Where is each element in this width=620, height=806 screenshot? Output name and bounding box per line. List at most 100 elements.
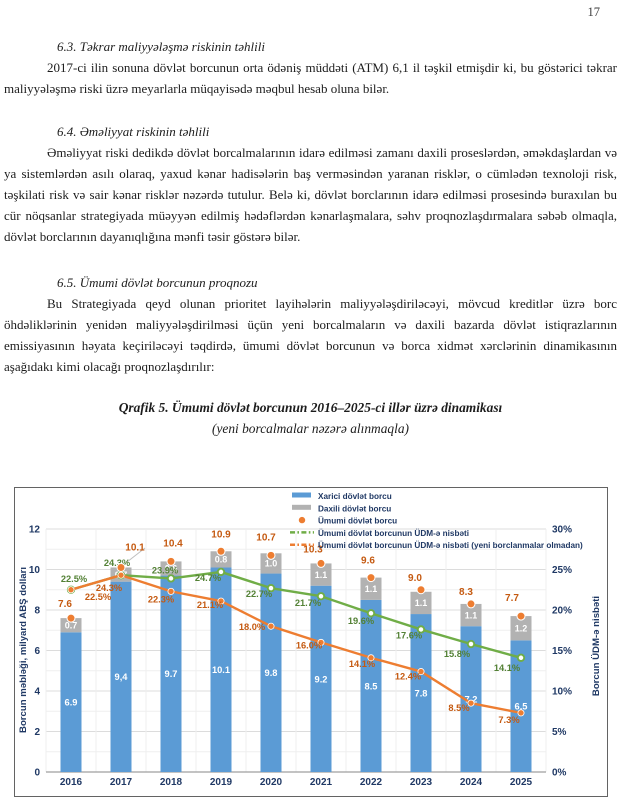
svg-text:21.7%: 21.7% — [295, 598, 322, 608]
svg-text:0: 0 — [34, 768, 40, 779]
section-heading: 6.5. Ümumi dövlət borcunun proqnozu — [57, 275, 258, 290]
section-heading: 6.3. Təkrar maliyyələşmə riskinin təhlil… — [57, 39, 265, 54]
svg-text:10%: 10% — [552, 687, 572, 698]
line-udm-ratio-no-new-borrowing: 22.5%24.3% 22.3% 21.1% 18.0% 16.0% 14.1% 12.4%… — [67, 571, 525, 725]
svg-text:22.7%: 22.7% — [246, 589, 273, 599]
svg-text:2: 2 — [34, 727, 40, 738]
svg-text:24.7%: 24.7% — [195, 573, 222, 583]
svg-text:1.1: 1.1 — [465, 610, 478, 620]
bar-xarici — [160, 575, 182, 772]
svg-text:8: 8 — [34, 606, 40, 617]
svg-text:0.7: 0.7 — [65, 620, 78, 630]
svg-text:8.5: 8.5 — [365, 681, 378, 691]
svg-text:22.5%: 22.5% — [85, 592, 112, 602]
section-body: Bu Strategiyada qeyd olunan prioritet la… — [4, 296, 617, 374]
svg-text:2023: 2023 — [410, 777, 433, 788]
section-6-5: 6.5. Ümumi dövlət borcunun proqnozu Bu S… — [4, 272, 617, 377]
total-debt-points: 7.6 10.1 10.4 10.9 10.7 10.3 9.6 9.0 8.3 7.7 — [58, 529, 526, 623]
svg-text:7.3%: 7.3% — [498, 715, 520, 725]
svg-text:1.1: 1.1 — [315, 570, 328, 580]
svg-text:4: 4 — [34, 687, 40, 698]
svg-text:9.7: 9.7 — [165, 669, 178, 679]
svg-text:1.1: 1.1 — [415, 598, 428, 608]
section-heading: 6.4. Əməliyyat riskinin təhlili — [57, 124, 210, 139]
debt-forecast-chart: 6.90.79,40.79.70.610.10.89.81.09.21.18.5… — [14, 487, 608, 797]
svg-text:0.8: 0.8 — [215, 555, 228, 565]
svg-text:22.3%: 22.3% — [148, 594, 175, 604]
svg-text:7.7: 7.7 — [505, 593, 519, 604]
svg-text:1.0: 1.0 — [265, 559, 278, 569]
svg-text:15%: 15% — [552, 646, 572, 657]
svg-text:7.2: 7.2 — [465, 695, 478, 705]
svg-text:9.2: 9.2 — [315, 674, 328, 684]
label-leaders — [126, 547, 146, 563]
section-body: 2017-ci ilin sonuna dövlət borcunun orta… — [4, 60, 617, 96]
document-body: 6.3. Təkrar maliyyələşmə riskinin təhlil… — [4, 36, 617, 487]
svg-text:2016: 2016 — [60, 777, 83, 788]
svg-text:10.1: 10.1 — [125, 542, 145, 553]
svg-text:2017: 2017 — [110, 777, 133, 788]
svg-text:25%: 25% — [552, 565, 572, 576]
bar-daxili — [460, 603, 482, 627]
svg-text:9.6: 9.6 — [361, 556, 375, 567]
svg-text:10.4: 10.4 — [163, 538, 183, 549]
debt-forecast-chart-canvas: 6.90.79,40.79.70.610.10.89.81.09.21.18.5… — [18, 492, 602, 788]
bar-daxili — [210, 551, 232, 568]
svg-text:Xarici dövlət borcu: Xarici dövlət borcu — [318, 492, 392, 501]
svg-text:1.1: 1.1 — [365, 584, 378, 594]
bar-xarici — [510, 640, 532, 772]
legend: Xarici dövlət borcu Daxili dövlət borcu Üm… — [290, 492, 583, 550]
section-body: Əməliyyat riski dedikdə dövlət borcalmal… — [4, 145, 617, 244]
svg-text:20%: 20% — [552, 606, 572, 617]
svg-text:Daxili dövlət borcu: Daxili dövlət borcu — [318, 504, 391, 513]
bar-xarici — [60, 632, 82, 772]
bar-daxili — [360, 577, 382, 600]
bar-xarici — [310, 585, 332, 772]
svg-text:Ümumi dövlət borcu: Ümumi dövlət borcu — [318, 516, 397, 526]
svg-text:10.1: 10.1 — [212, 665, 230, 675]
svg-text:10.9: 10.9 — [211, 529, 231, 540]
svg-text:24.3%: 24.3% — [104, 558, 131, 568]
svg-text:16.0%: 16.0% — [296, 640, 323, 650]
svg-text:2020: 2020 — [260, 777, 283, 788]
svg-text:2021: 2021 — [310, 777, 333, 788]
section-6-4: 6.4. Əməliyyat riskinin təhlili Əməliyya… — [4, 121, 617, 247]
svg-text:Ümumi dövlət borcunun ÜDM-ə ni: Ümumi dövlət borcunun ÜDM-ə nisbəti — [318, 528, 469, 538]
svg-text:6.9: 6.9 — [65, 698, 78, 708]
svg-text:9.8: 9.8 — [265, 668, 278, 678]
svg-text:24.3%: 24.3% — [96, 583, 123, 593]
svg-text:Ümumi dövlət borcunun ÜDM-ə ni: Ümumi dövlət borcunun ÜDM-ə nisbəti (yen… — [318, 540, 583, 550]
chart-caption-subtitle: (yeni borcalmalar nəzərə alınmaqla) — [212, 421, 409, 436]
svg-text:14.1%: 14.1% — [494, 663, 521, 673]
svg-text:7.8: 7.8 — [415, 688, 428, 698]
bar-daxili — [310, 563, 332, 586]
svg-text:18.0%: 18.0% — [239, 622, 266, 632]
bar-xarici — [460, 626, 482, 772]
chart-caption-title: Qrafik 5. Ümumi dövlət borcunun 2016–202… — [118, 400, 503, 415]
svg-text:22.5%: 22.5% — [61, 574, 88, 584]
bar-xarici — [110, 581, 132, 772]
svg-text:2025: 2025 — [510, 777, 533, 788]
svg-text:5%: 5% — [552, 727, 567, 738]
left-axis: 0 2 4 6 8 10 12 Borcun məbləği, milyard ABŞ dol… — [18, 525, 40, 779]
svg-text:2022: 2022 — [360, 777, 383, 788]
svg-text:2024: 2024 — [460, 777, 483, 788]
svg-text:14.1%: 14.1% — [349, 659, 376, 669]
svg-text:9.0: 9.0 — [408, 573, 422, 584]
bars: 6.90.79,40.79.70.610.10.89.81.09.21.18.5… — [60, 551, 532, 772]
bar-daxili — [60, 618, 82, 633]
svg-text:2018: 2018 — [160, 777, 183, 788]
section-6-3: 6.3. Təkrar maliyyələşmə riskinin təhlil… — [4, 36, 617, 99]
svg-text:21.1%: 21.1% — [197, 600, 224, 610]
bar-daxili — [410, 591, 432, 615]
svg-text:1.2: 1.2 — [515, 623, 528, 633]
bar-daxili — [260, 553, 282, 574]
svg-text:7.6: 7.6 — [58, 599, 72, 610]
svg-text:10: 10 — [29, 565, 41, 576]
bar-xarici — [210, 567, 232, 772]
right-axis-title: Borcun ÜDM-ə nisbəti — [591, 596, 602, 696]
svg-text:6,5: 6,5 — [515, 702, 528, 712]
svg-text:0%: 0% — [552, 768, 567, 779]
svg-text:19.6%: 19.6% — [348, 616, 375, 626]
